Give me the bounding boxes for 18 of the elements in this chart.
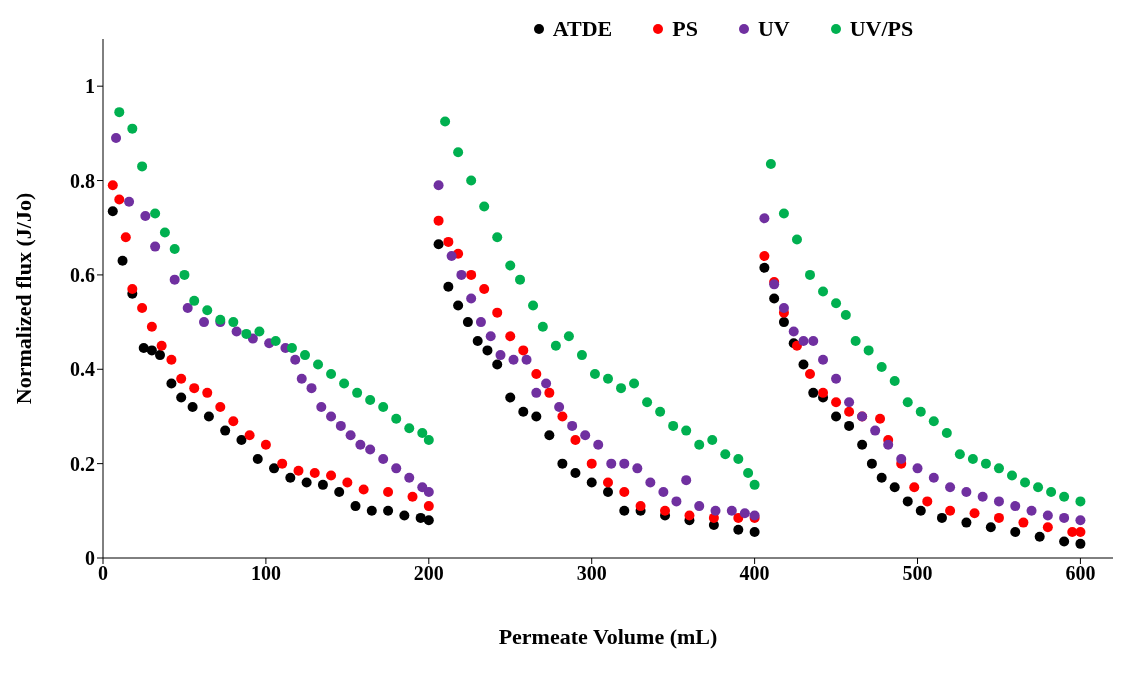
legend-label: UV/PS <box>849 16 914 42</box>
x-axis-title: Permeate Volume (mL) <box>498 623 718 649</box>
x-tick-label: 300 <box>576 562 607 585</box>
x-tick-label: 400 <box>739 562 770 585</box>
y-tick-label: 0 <box>85 547 95 570</box>
legend-label: UV <box>757 16 790 42</box>
y-tick-label: 0.4 <box>70 358 95 381</box>
y-tick-label: 1 <box>85 75 95 98</box>
x-tick-label: 500 <box>902 562 933 585</box>
x-tick-label: 600 <box>1065 562 1096 585</box>
legend-label: ATDE <box>552 16 613 42</box>
x-tick-label: 100 <box>250 562 281 585</box>
x-tick-label: 200 <box>413 562 444 585</box>
y-tick-label: 0.2 <box>70 452 95 475</box>
y-tick-label: 0.8 <box>70 169 95 192</box>
y-tick-label: 0.6 <box>70 264 95 287</box>
y-axis-title: Normalized flux (J/Jo) <box>10 192 36 405</box>
legend-label: PS <box>672 16 698 42</box>
